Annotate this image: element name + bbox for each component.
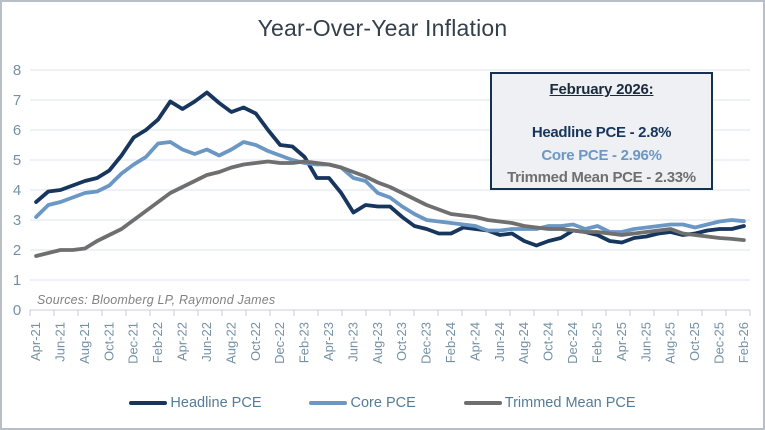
chart-title: Year-Over-Year Inflation	[257, 15, 508, 41]
x-axis-tick-label: Dec-24	[565, 322, 580, 364]
x-axis-tick-label: Feb-25	[589, 322, 604, 363]
x-axis-tick-label: Aug-25	[663, 322, 678, 364]
x-axis-tick-label: Oct-25	[687, 322, 702, 361]
x-axis-tick-label: Apr-25	[614, 322, 629, 361]
x-axis-tick-label: Jun-25	[638, 322, 653, 362]
x-axis-tick-label: Aug-21	[77, 322, 92, 364]
x-axis-tick-label: Apr-24	[467, 322, 482, 361]
y-axis-tick-label: 2	[13, 242, 21, 259]
legend-item-headline-pce: Headline PCE	[129, 395, 261, 411]
annotation-trimmed-mean-pce: Trimmed Mean PCE - 2.33%	[507, 169, 696, 186]
y-axis-tick-label: 0	[13, 302, 21, 319]
legend-item-trimmed-mean-pce: Trimmed Mean PCE	[463, 395, 636, 411]
annotation-core-pce: Core PCE - 2.96%	[541, 146, 662, 164]
annotation-title: February 2026:	[549, 81, 654, 98]
y-axis-tick-label: 5	[13, 152, 21, 169]
trimmed-mean-pce-line-swatch	[463, 400, 502, 406]
trimmed-mean-pce-line	[34, 159, 746, 258]
core-pce-line	[34, 140, 746, 234]
x-axis-tick-label: Aug-23	[370, 322, 385, 364]
x-axis-tick-label: Jun-22	[199, 322, 214, 362]
x-axis-tick-label: Dec-23	[419, 322, 434, 364]
x-axis-tick-label: Oct-24	[541, 322, 556, 361]
legend-label-headline-pce: Headline PCE	[170, 395, 262, 411]
annotation-box: February 2026: Headline PCE - 2.8% Core …	[490, 72, 713, 190]
y-axis-tick-label: 3	[13, 212, 21, 229]
x-axis-tick-label: Dec-21	[126, 322, 141, 364]
y-axis-tick-label: 6	[13, 122, 21, 139]
x-axis-tick-label: Aug-22	[223, 322, 238, 364]
y-axis-tick-label: 4	[13, 182, 21, 199]
x-axis-tick-label: Feb-26	[736, 322, 751, 363]
legend-label-trimmed-mean-pce: Trimmed Mean PCE	[504, 395, 636, 411]
x-axis-tick-label: Oct-21	[101, 322, 116, 361]
legend-label-core-pce: Core PCE	[350, 395, 416, 411]
core-pce-line-swatch	[309, 400, 348, 406]
x-axis-tick-label: Jun-24	[492, 322, 507, 362]
sources-note: Sources: Bloomberg LP, Raymond James	[37, 293, 276, 307]
x-axis-tick-label: Apr-23	[321, 322, 336, 361]
x-axis-tick-label: Dec-22	[272, 322, 287, 364]
x-axis-tick-label: Oct-22	[248, 322, 263, 361]
x-axis-tick-label: Aug-24	[516, 322, 531, 364]
legend: Headline PCE Core PCE Trimmed Mean PCE	[2, 395, 763, 411]
x-axis-tick-label: Apr-21	[28, 322, 43, 361]
y-axis-tick-label: 8	[13, 62, 21, 79]
headline-pce-line-swatch	[129, 400, 168, 406]
x-axis-tick-label: Jun-21	[53, 322, 68, 362]
x-axis-tick-label: Apr-22	[175, 322, 190, 361]
x-axis-tick-label: Dec-25	[711, 322, 726, 364]
x-axis-tick-label: Feb-22	[150, 322, 165, 363]
x-axis-tick-label: Oct-23	[394, 322, 409, 361]
headline-pce-line	[34, 90, 746, 248]
x-axis-tick-label: Feb-23	[297, 322, 312, 363]
y-axis-tick-label: 1	[13, 272, 21, 289]
annotation-headline-pce: Headline PCE - 2.8%	[531, 124, 672, 141]
x-axis-tick-label: Jun-23	[345, 322, 360, 362]
x-axis-tick-label: Feb-24	[443, 322, 458, 363]
y-axis-tick-label: 7	[13, 92, 21, 109]
legend-item-core-pce: Core PCE	[309, 395, 416, 411]
